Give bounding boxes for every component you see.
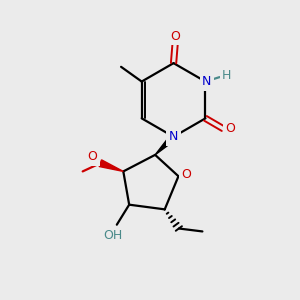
Text: O: O [226, 122, 236, 135]
Text: N: N [169, 130, 178, 143]
Text: N: N [202, 75, 212, 88]
Polygon shape [155, 134, 176, 155]
Polygon shape [99, 160, 123, 171]
Text: O: O [88, 150, 97, 163]
Text: O: O [182, 168, 192, 181]
Text: O: O [170, 29, 180, 43]
Text: H: H [222, 69, 232, 82]
Text: OH: OH [104, 230, 123, 242]
